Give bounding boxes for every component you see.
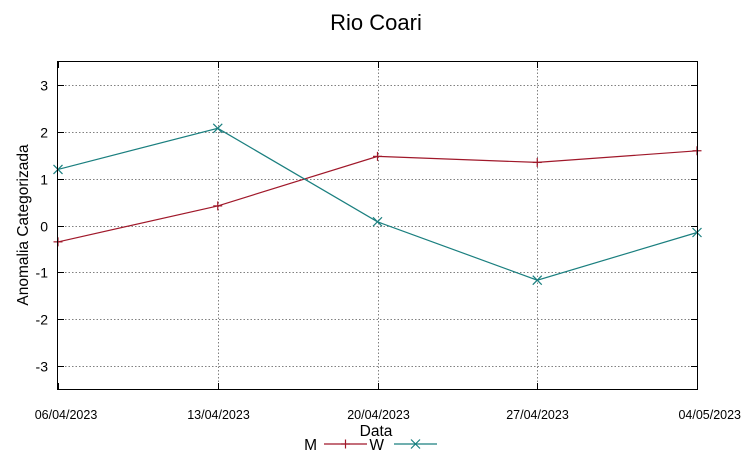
legend-label-m: M [304, 437, 317, 454]
y-axis-label: Anomalia Categorizada [15, 144, 32, 306]
legend-marker-m [341, 439, 350, 449]
chart-title: Rio Coari [330, 10, 422, 35]
x-tick-label: 06/04/2023 [35, 408, 98, 422]
x-axis-label: Data [360, 423, 393, 440]
y-axis-ticks: -3 -2 -1 0 1 2 3 [36, 78, 697, 375]
data-point-w [212, 123, 223, 134]
grid-lines [58, 62, 697, 389]
y-tick-label: -2 [36, 312, 49, 328]
x-axis-ticks: 06/04/2023 13/04/2023 20/04/2023 27/04/2023… [35, 62, 741, 422]
data-series [53, 123, 702, 286]
y-tick-label: 2 [40, 125, 48, 141]
x-tick-label: 13/04/2023 [187, 408, 250, 422]
x-tick-label: 04/05/2023 [678, 408, 741, 422]
data-point-w [532, 275, 543, 286]
y-tick-label: 1 [40, 172, 48, 188]
y-tick-label: 0 [40, 219, 48, 235]
legend-marker-w [410, 439, 421, 449]
data-point-m [532, 157, 542, 167]
y-tick-label: 3 [40, 78, 48, 94]
data-point-m [213, 201, 223, 211]
data-point-w [372, 216, 383, 227]
series-line-m [57, 150, 698, 243]
x-tick-label: 27/04/2023 [506, 408, 569, 422]
y-tick-label: -3 [36, 359, 49, 375]
series-line-w [57, 127, 698, 281]
plot-frame [57, 61, 698, 390]
x-tick-label: 20/04/2023 [347, 408, 410, 422]
y-tick-label: -1 [36, 265, 49, 281]
legend-label-w: W [369, 437, 384, 454]
data-point-m [373, 151, 382, 161]
